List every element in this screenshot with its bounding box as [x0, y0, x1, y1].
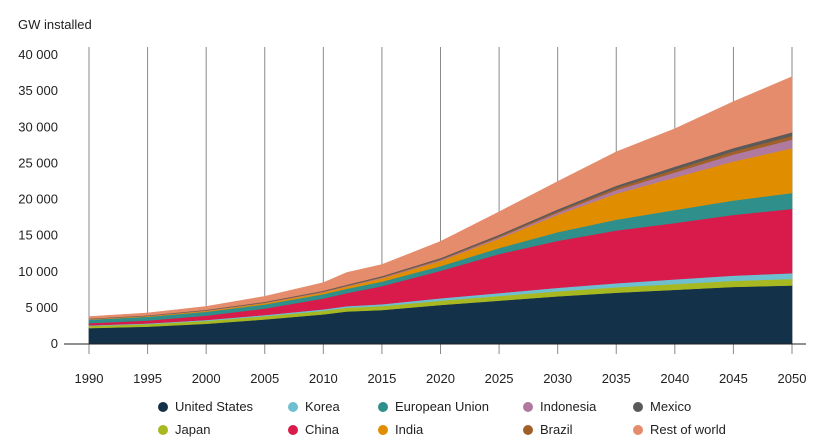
legend-label: Mexico	[650, 399, 691, 414]
x-tick-label: 2005	[250, 371, 279, 386]
x-tick-label: 2035	[602, 371, 631, 386]
legend-item-united-states: United States	[158, 399, 254, 414]
y-tick-label: 10 000	[18, 264, 58, 279]
x-axis-ticks: 1990 1995 2000 2005 2010 2015 2020 2025 2030 2035…	[75, 371, 807, 386]
legend-swatch	[633, 402, 643, 412]
y-axis-ticks: 0 5 000 10 000 15 000 20 000 25 000 30 000 35 0…	[18, 47, 58, 351]
y-tick-label: 35 000	[18, 83, 58, 98]
legend-swatch	[523, 402, 533, 412]
legend-swatch	[288, 402, 298, 412]
y-tick-label: 20 000	[18, 192, 58, 207]
legend-swatch	[633, 425, 643, 435]
y-tick-label: 5 000	[25, 300, 58, 315]
x-tick-label: 2015	[367, 371, 396, 386]
x-tick-label: 2045	[719, 371, 748, 386]
legend-item-european-union: European Union	[378, 399, 489, 414]
x-tick-label: 2040	[660, 371, 689, 386]
legend-swatch	[288, 425, 298, 435]
legend-label: Rest of world	[650, 422, 726, 437]
x-tick-label: 2025	[485, 371, 514, 386]
y-tick-label: 25 000	[18, 155, 58, 170]
y-tick-label: 30 000	[18, 119, 58, 134]
legend-item-mexico: Mexico	[633, 399, 691, 414]
y-tick-label: 15 000	[18, 228, 58, 243]
x-tick-label: 2020	[426, 371, 455, 386]
legend-swatch	[523, 425, 533, 435]
y-tick-label: 0	[51, 336, 58, 351]
legend-item-korea: Korea	[288, 399, 340, 414]
legend-item-brazil: Brazil	[523, 422, 573, 437]
legend-item-indonesia: Indonesia	[523, 399, 597, 414]
legend-label: India	[395, 422, 424, 437]
legend-item-japan: Japan	[158, 422, 210, 437]
legend-label: Indonesia	[540, 399, 597, 414]
x-tick-label: 2000	[192, 371, 221, 386]
x-tick-label: 2030	[543, 371, 572, 386]
area-rest-of-world	[88, 76, 793, 319]
legend-swatch	[378, 425, 388, 435]
legend-item-china: China	[288, 422, 340, 437]
x-tick-label: 2010	[309, 371, 338, 386]
legend-label: Japan	[175, 422, 210, 437]
legend-swatch	[158, 425, 168, 435]
x-tick-label: 1995	[133, 371, 162, 386]
legend-swatch	[378, 402, 388, 412]
legend-label: Brazil	[540, 422, 573, 437]
y-tick-label: 40 000	[18, 47, 58, 62]
legend-label: European Union	[395, 399, 489, 414]
legend-item-rest-of-world: Rest of world	[633, 422, 726, 437]
legend-label: Korea	[305, 399, 340, 414]
legend-swatch	[158, 402, 168, 412]
y-axis-unit-label: GW installed	[18, 17, 92, 32]
legend-label: China	[305, 422, 340, 437]
x-tick-label: 1990	[75, 371, 104, 386]
legend-label: United States	[175, 399, 254, 414]
legend: United States Korea European Union Indonesi…	[158, 399, 726, 437]
x-tick-label: 2050	[778, 371, 807, 386]
series-areas	[88, 76, 793, 345]
legend-item-india: India	[378, 422, 424, 437]
